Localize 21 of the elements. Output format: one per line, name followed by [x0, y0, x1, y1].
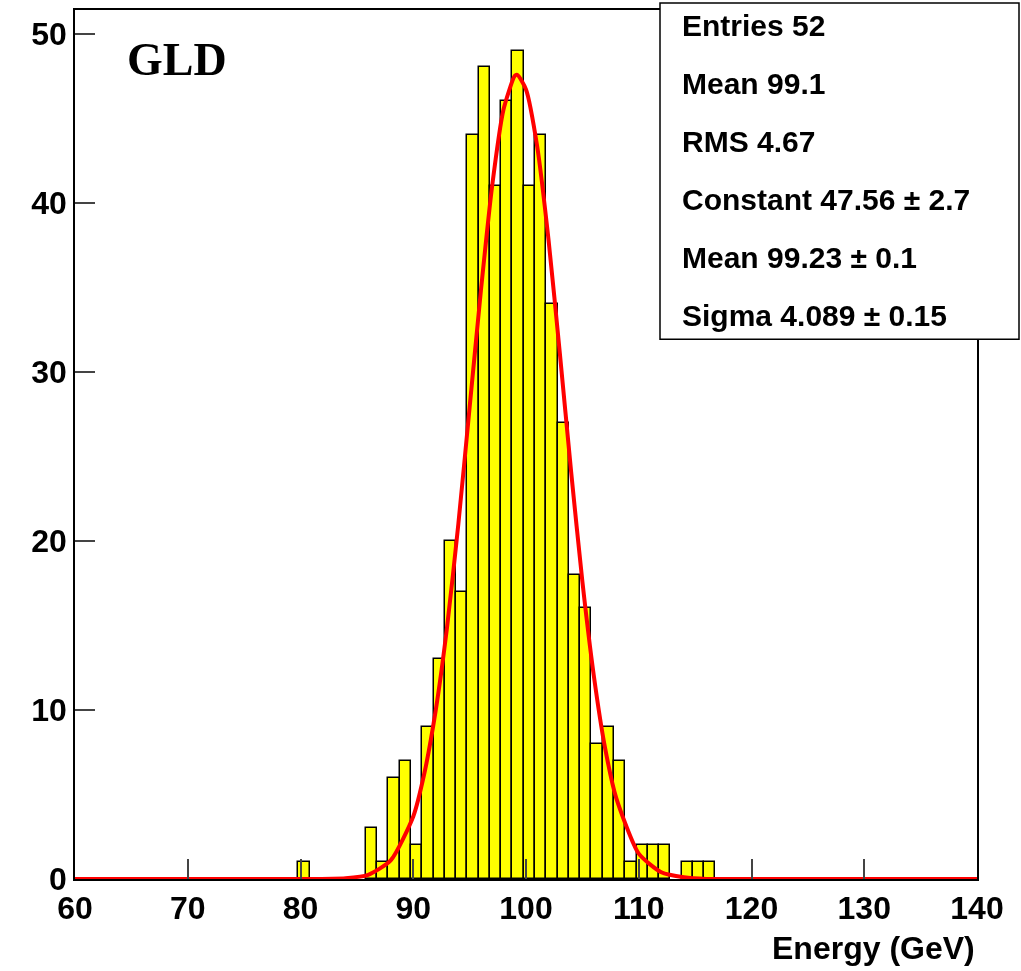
annotation: Mean 99.1 [682, 67, 826, 100]
x-axis-title: Energy (GeV) [772, 930, 975, 966]
x-tick-label: 90 [395, 890, 432, 927]
x-tick-label: 140 [950, 890, 1004, 927]
annotation: Sigma 4.089 ± 0.15 [682, 299, 947, 332]
annotation: Entries 52 [682, 9, 826, 42]
x-tick-label: 80 [282, 890, 319, 927]
annotation: RMS 4.67 [682, 125, 816, 158]
text: GLD [127, 34, 227, 85]
x-tick-label: 130 [837, 890, 891, 927]
x-tick-label: 120 [724, 890, 779, 927]
y-tick-label: 30 [31, 354, 67, 390]
y-tick-label: 10 [31, 692, 67, 729]
y-tick-label: 50 [31, 15, 67, 52]
y-tick-label: 40 [31, 184, 67, 221]
x-tick-label: 70 [169, 890, 206, 927]
annotation: Mean 99.23 ± 0.1 [682, 241, 917, 274]
y-tick-label: 20 [31, 523, 67, 560]
x-tick-label: 100 [499, 890, 553, 927]
x-tick-label: 110 [612, 890, 665, 927]
annotation: Constant 47.56 ± 2.7 [682, 183, 971, 216]
